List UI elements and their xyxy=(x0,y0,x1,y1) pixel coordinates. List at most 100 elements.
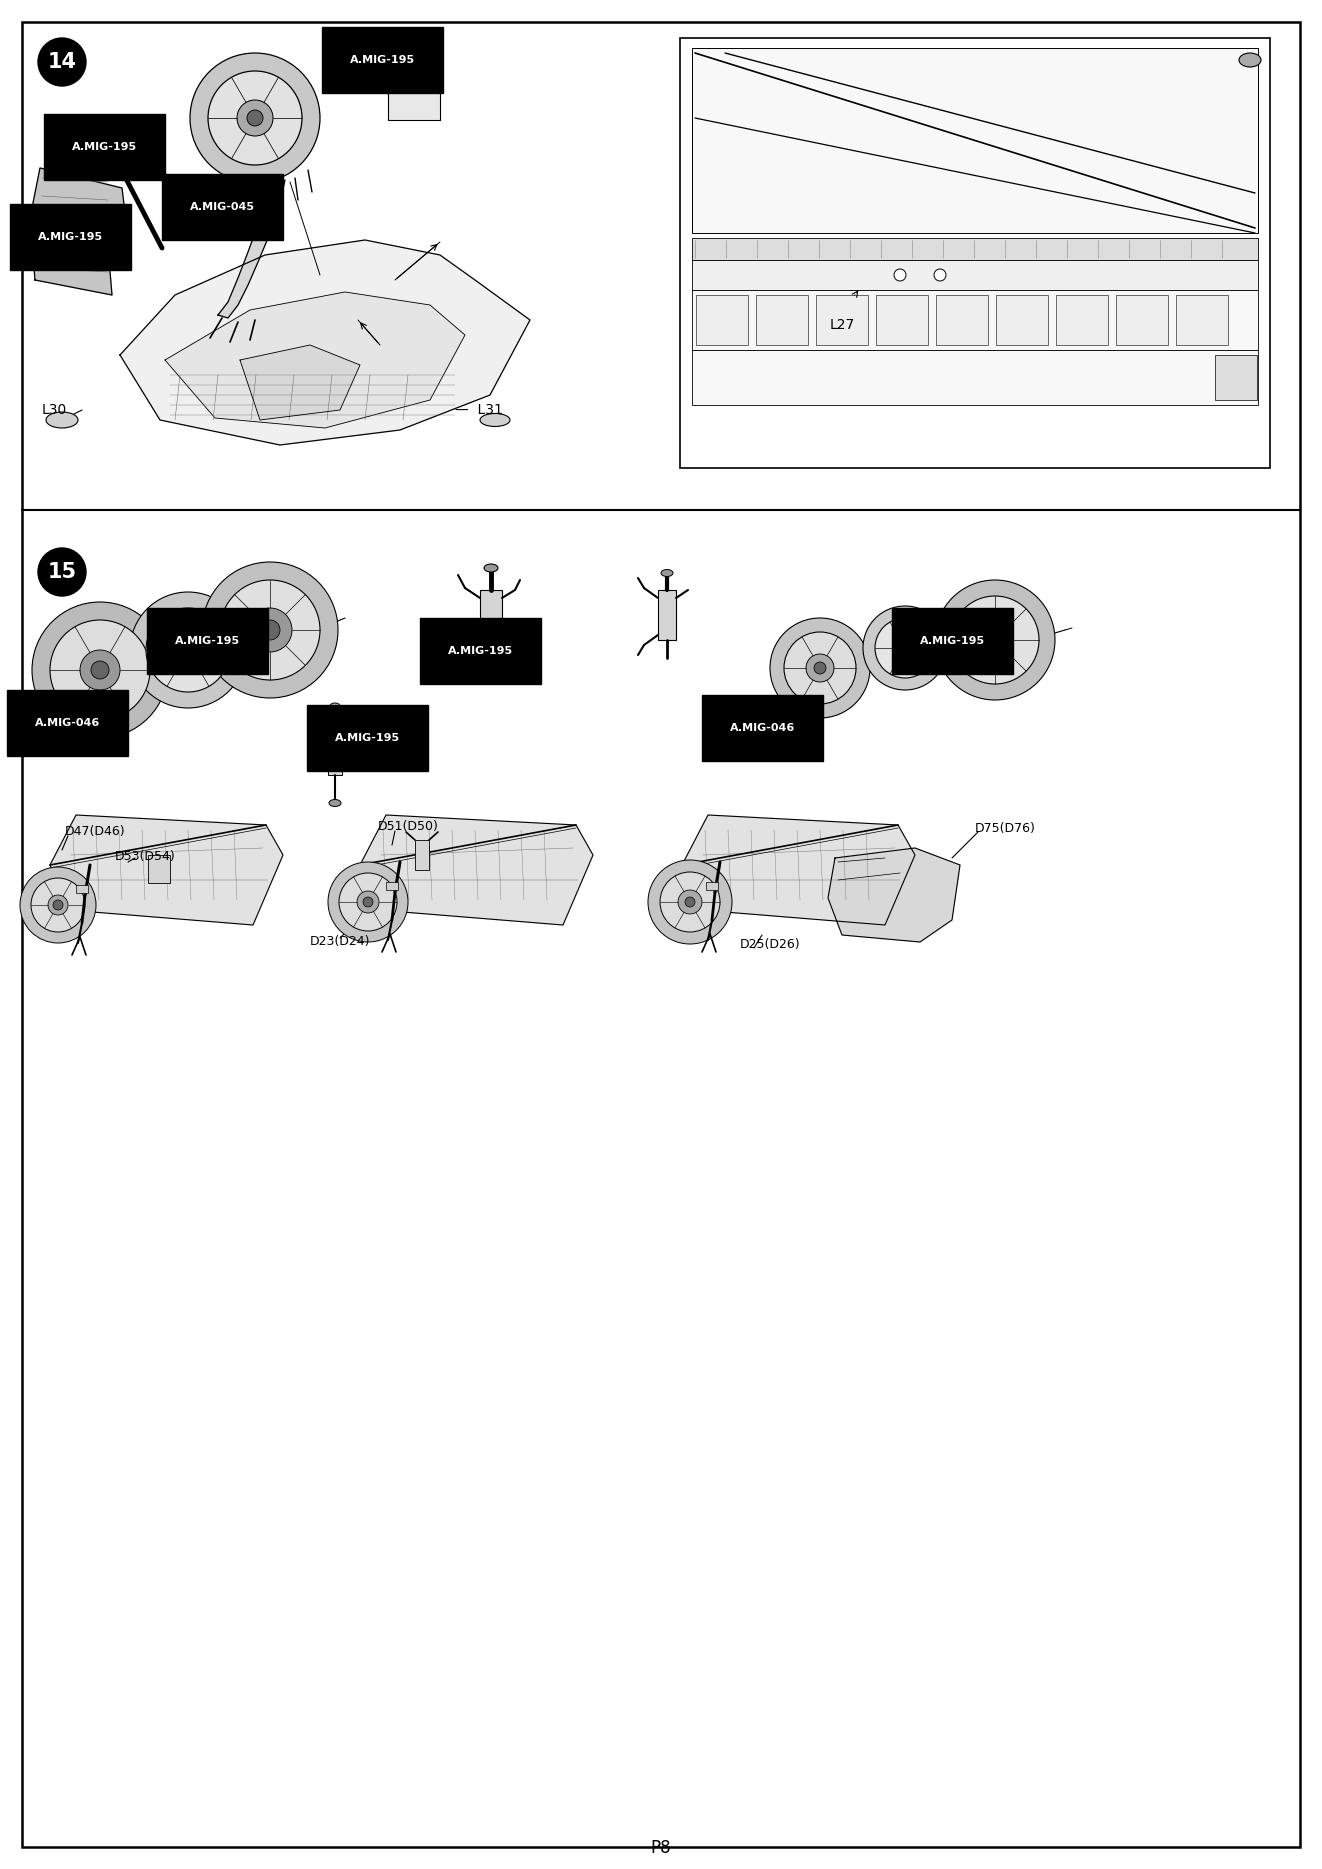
Circle shape xyxy=(237,101,274,136)
Text: P4: P4 xyxy=(38,252,56,265)
Text: D25(D26): D25(D26) xyxy=(740,938,801,951)
Bar xyxy=(691,237,1259,260)
Circle shape xyxy=(935,579,1055,701)
Ellipse shape xyxy=(330,703,340,708)
Polygon shape xyxy=(165,292,465,428)
Text: L30: L30 xyxy=(42,404,67,417)
Text: P8: P8 xyxy=(650,1839,672,1858)
Ellipse shape xyxy=(484,564,498,572)
Circle shape xyxy=(894,269,906,280)
Bar xyxy=(480,591,502,645)
Bar xyxy=(691,49,1259,234)
Polygon shape xyxy=(260,127,315,178)
Polygon shape xyxy=(682,815,915,925)
Circle shape xyxy=(130,592,246,708)
Circle shape xyxy=(91,662,108,678)
Circle shape xyxy=(875,619,935,678)
Circle shape xyxy=(172,634,204,665)
Text: A.MIG-046: A.MIG-046 xyxy=(34,718,100,729)
Circle shape xyxy=(247,110,263,125)
Text: D56: D56 xyxy=(34,701,63,714)
Text: 14: 14 xyxy=(48,52,77,73)
Text: A.MIG-195: A.MIG-195 xyxy=(334,733,401,744)
Text: L27: L27 xyxy=(830,318,855,333)
Bar xyxy=(75,886,89,893)
Text: D56: D56 xyxy=(730,705,759,720)
Circle shape xyxy=(892,635,917,660)
Text: A.MIG-046: A.MIG-046 xyxy=(730,723,796,733)
Bar xyxy=(756,295,808,346)
Ellipse shape xyxy=(329,800,341,807)
Text: D55: D55 xyxy=(175,619,204,632)
Bar xyxy=(148,854,171,882)
Bar xyxy=(816,295,869,346)
Text: D55: D55 xyxy=(920,619,948,632)
Circle shape xyxy=(32,602,168,738)
Bar xyxy=(658,591,676,639)
Bar xyxy=(876,295,928,346)
Circle shape xyxy=(260,621,280,639)
Text: D68: D68 xyxy=(448,628,476,641)
Bar xyxy=(691,290,1259,350)
Circle shape xyxy=(660,873,720,933)
Circle shape xyxy=(977,622,1013,658)
Text: —  L31: — L31 xyxy=(455,404,502,417)
Bar xyxy=(691,260,1259,290)
Circle shape xyxy=(38,37,86,86)
Circle shape xyxy=(338,873,397,931)
Text: D47(D46): D47(D46) xyxy=(65,824,126,837)
Text: L15: L15 xyxy=(190,185,215,198)
Text: A.MIG-195: A.MIG-195 xyxy=(448,647,513,656)
Bar xyxy=(691,350,1259,406)
Polygon shape xyxy=(828,849,960,942)
Circle shape xyxy=(219,579,320,680)
Polygon shape xyxy=(218,200,278,318)
Text: L41: L41 xyxy=(71,125,98,138)
Bar xyxy=(1116,295,1169,346)
Circle shape xyxy=(81,650,120,690)
Text: A.MIG-195: A.MIG-195 xyxy=(920,635,985,647)
Circle shape xyxy=(38,548,86,596)
Circle shape xyxy=(328,862,408,942)
Bar xyxy=(328,720,342,776)
Polygon shape xyxy=(241,346,360,421)
Text: D23(D24): D23(D24) xyxy=(309,934,370,948)
Text: A.MIG-195: A.MIG-195 xyxy=(38,232,103,241)
Polygon shape xyxy=(50,815,283,925)
Text: A.MIG-045: A.MIG-045 xyxy=(190,202,255,211)
Circle shape xyxy=(769,619,870,718)
Circle shape xyxy=(202,563,338,697)
Text: 15: 15 xyxy=(48,563,77,581)
Circle shape xyxy=(181,643,196,658)
Text: A.MIG-195: A.MIG-195 xyxy=(350,54,415,65)
Circle shape xyxy=(863,606,947,690)
Circle shape xyxy=(53,901,63,910)
Text: L39: L39 xyxy=(350,37,375,52)
Ellipse shape xyxy=(1239,52,1261,67)
Bar xyxy=(706,882,718,890)
Circle shape xyxy=(249,607,292,652)
Ellipse shape xyxy=(480,413,510,426)
Circle shape xyxy=(364,897,373,906)
Circle shape xyxy=(951,596,1039,684)
Bar xyxy=(387,67,440,120)
Circle shape xyxy=(48,895,67,916)
Ellipse shape xyxy=(661,570,673,576)
Bar xyxy=(415,839,430,869)
Polygon shape xyxy=(360,815,594,925)
Text: D53(D54): D53(D54) xyxy=(115,850,176,863)
Circle shape xyxy=(30,878,85,933)
Circle shape xyxy=(988,632,1003,649)
Circle shape xyxy=(814,662,826,675)
Circle shape xyxy=(784,632,857,705)
Text: A.MIG-195: A.MIG-195 xyxy=(71,142,137,151)
Bar xyxy=(386,882,398,890)
Text: D51(D50): D51(D50) xyxy=(378,820,439,834)
Circle shape xyxy=(685,897,695,906)
Circle shape xyxy=(239,189,256,207)
Text: D69: D69 xyxy=(334,716,364,729)
Circle shape xyxy=(20,867,97,944)
Circle shape xyxy=(190,52,320,183)
Circle shape xyxy=(806,654,834,682)
Text: D75(D76): D75(D76) xyxy=(976,822,1036,835)
